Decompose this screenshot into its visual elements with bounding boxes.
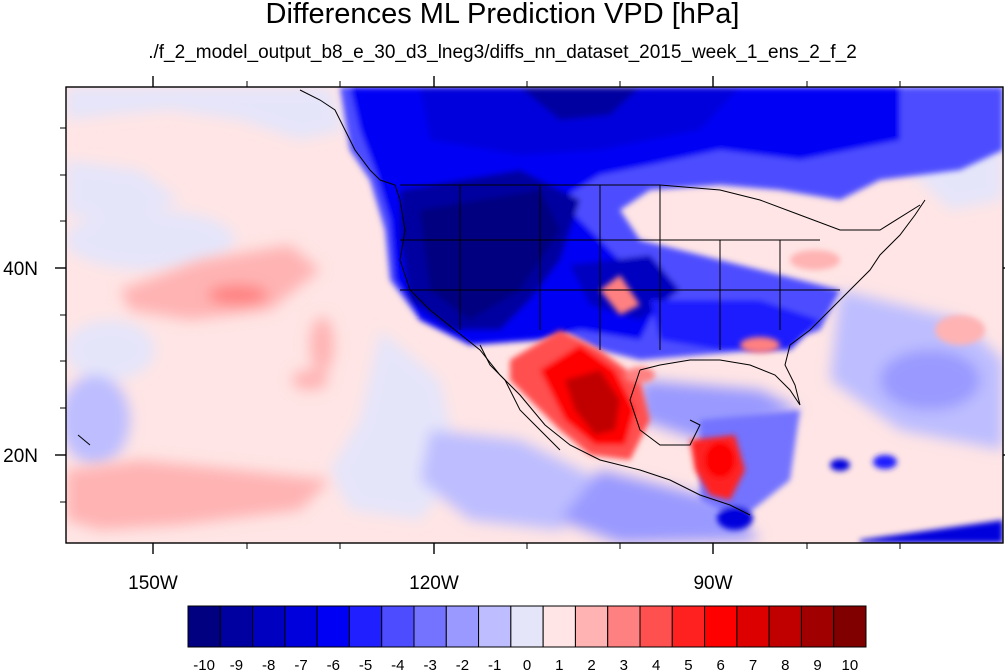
colorbar-swatch — [187, 605, 221, 648]
colorbar-label: 6 — [717, 657, 725, 672]
colorbar-label: 2 — [587, 657, 595, 672]
colorbar-swatch — [574, 605, 609, 648]
colorbar-swatch — [478, 605, 512, 648]
colorbar-label: 9 — [813, 657, 821, 672]
colorbar: -10 -9 -8 -7 -6 -5 -4 -3 -2 -1 0 1 2 3 4 5 6 7 8 9 10 — [187, 605, 867, 672]
light-blue-patches — [66, 87, 1003, 543]
colorbar-label: -3 — [423, 657, 436, 672]
colorbar-label: 1 — [555, 657, 563, 672]
colorbar-swatch — [704, 605, 738, 648]
colorbar-label: 10 — [842, 657, 859, 672]
lon-label-90w: 90W — [693, 573, 732, 594]
lon-label-150w: 150W — [128, 573, 178, 594]
colorbar-label: 7 — [749, 657, 757, 672]
map-title: Differences ML Prediction VPD [hPa] — [265, 0, 740, 30]
colorbar-label: 4 — [652, 657, 660, 672]
colorbar-swatch — [736, 605, 770, 648]
colorbar-swatch — [833, 605, 867, 648]
vpd-difference-field — [66, 87, 1003, 543]
minor-ticks — [60, 81, 901, 549]
colorbar-label: -8 — [262, 657, 275, 672]
colorbar-label: 3 — [620, 657, 628, 672]
colorbar-label: -2 — [456, 657, 469, 672]
colorbar-label: -1 — [488, 657, 501, 672]
colorbar-label: -4 — [391, 657, 404, 672]
colorbar-swatch — [381, 605, 415, 648]
positive-patches — [66, 245, 334, 530]
colorbar-swatch — [348, 605, 383, 648]
colorbar-label: 0 — [523, 657, 531, 672]
colorbar-label: 8 — [781, 657, 789, 672]
colorbar-label: -5 — [359, 657, 372, 672]
mexico-positive-region — [510, 250, 985, 500]
colorbar-swatch — [413, 605, 447, 648]
colorbar-swatch — [252, 605, 286, 648]
colorbar-swatch — [219, 605, 254, 648]
lat-label-20n: 20N — [3, 446, 38, 467]
colorbar-swatch — [445, 605, 480, 648]
colorbar-label: -7 — [294, 657, 307, 672]
colorbar-label: -6 — [327, 657, 340, 672]
colorbar-swatch — [542, 605, 576, 648]
colorbar-label: -9 — [230, 657, 243, 672]
colorbar-label: 5 — [684, 657, 692, 672]
colorbar-swatch — [607, 605, 641, 648]
colorbar-swatch — [510, 605, 544, 648]
map-subtitle: ./f_2_model_output_b8_e_30_d3_lneg3/diff… — [148, 42, 857, 63]
major-ticks — [55, 76, 1005, 554]
lon-label-120w: 120W — [409, 573, 459, 594]
colorbar-swatch — [639, 605, 673, 648]
colorbar-swatch — [284, 605, 318, 648]
colorbar-label: -10 — [193, 657, 215, 672]
lat-label-40n: 40N — [3, 259, 38, 280]
colorbar-swatch — [768, 605, 802, 648]
coastlines — [77, 89, 926, 516]
colorbar-swatch — [800, 605, 835, 648]
colorbar-swatch — [316, 605, 350, 648]
colorbar-swatch — [671, 605, 706, 648]
